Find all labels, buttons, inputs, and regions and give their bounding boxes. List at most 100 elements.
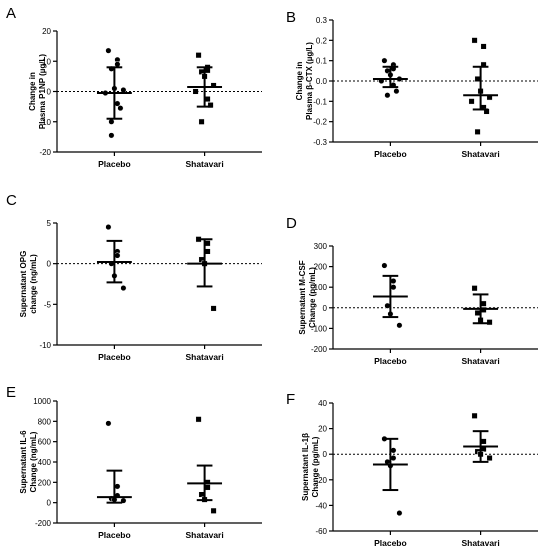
y-tick-label: -100 bbox=[311, 324, 328, 333]
y-tick-label: -0.3 bbox=[313, 138, 327, 147]
panel-letter: E bbox=[6, 384, 16, 401]
data-point-square bbox=[471, 285, 478, 292]
data-point-square bbox=[474, 75, 481, 83]
x-category-label: Placebo bbox=[98, 159, 131, 169]
data-point-circle bbox=[390, 447, 397, 454]
y-tick-label: 0 bbox=[47, 499, 52, 508]
data-point-circle bbox=[396, 322, 403, 329]
data-point-square bbox=[480, 300, 487, 307]
y-tick-label: 600 bbox=[38, 438, 52, 447]
data-point-circle bbox=[390, 454, 397, 462]
data-point-circle bbox=[117, 105, 124, 112]
data-point-square bbox=[474, 128, 481, 135]
panel-letter: B bbox=[286, 9, 296, 26]
x-category-label: Shatavari bbox=[185, 159, 223, 169]
y-axis-title-line: Change (pg/mL) bbox=[308, 267, 317, 328]
series-placebo bbox=[372, 435, 408, 517]
y-tick-label: -5 bbox=[44, 300, 52, 309]
series-shatavari bbox=[187, 236, 223, 312]
x-category-label: Placebo bbox=[98, 352, 131, 362]
data-point-square bbox=[210, 82, 217, 89]
data-point-circle bbox=[120, 86, 127, 94]
y-tick-label: -0.1 bbox=[313, 97, 327, 106]
x-category-label: Shatavari bbox=[185, 530, 223, 540]
y-tick-label: 5 bbox=[47, 219, 52, 228]
panel-letter: A bbox=[6, 5, 16, 22]
y-axis-title-line: Change in bbox=[295, 62, 304, 101]
y-tick-label: 0.0 bbox=[316, 77, 328, 86]
y-tick-label: -200 bbox=[35, 519, 52, 528]
data-point-square bbox=[195, 52, 202, 59]
y-axis-title: Supernatant IL-6 Change (ng/mL) bbox=[19, 430, 38, 494]
panel-letter: D bbox=[286, 215, 297, 232]
data-point-square bbox=[204, 240, 211, 247]
y-axis-title-line: Change (ng/mL) bbox=[29, 431, 38, 492]
data-point-circle bbox=[390, 277, 397, 285]
y-tick-label: 0 bbox=[323, 304, 328, 313]
panel-a: A -20 -10 0 10 20 Placebo Shatavari Change in Pla… bbox=[6, 5, 262, 169]
x-category-label: Placebo bbox=[374, 356, 407, 366]
y-tick-label: 0.2 bbox=[316, 36, 328, 45]
data-point-square bbox=[474, 309, 481, 316]
y-tick-label: -10 bbox=[39, 118, 51, 127]
y-tick-label: -40 bbox=[315, 501, 327, 510]
series-placebo bbox=[96, 420, 132, 504]
y-axis-title-line: Change (pg/mL) bbox=[311, 436, 320, 497]
panel-d: D -200 -100 0 100 200 300 Placebo Shatavari Super… bbox=[286, 215, 538, 366]
y-axis-title-line: Supernatant IL-6 bbox=[19, 430, 28, 494]
y-tick-label: 10 bbox=[42, 57, 51, 66]
x-category-label: Shatavari bbox=[461, 356, 499, 366]
data-point-circle bbox=[105, 224, 112, 231]
y-tick-label: 0.3 bbox=[316, 16, 328, 25]
y-tick-label: 0 bbox=[47, 88, 52, 97]
y-tick-label: 200 bbox=[38, 478, 52, 487]
data-point-square bbox=[204, 67, 211, 74]
y-axis-title: Supernatant M-CSF Change (pg/mL) bbox=[298, 260, 317, 334]
data-point-circle bbox=[105, 47, 112, 54]
y-axis-title-line: Change in bbox=[28, 72, 37, 111]
data-point-square bbox=[207, 102, 214, 109]
data-point-square bbox=[210, 305, 217, 312]
data-point-square bbox=[198, 491, 205, 498]
series-shatavari bbox=[463, 37, 499, 135]
data-point-square bbox=[468, 98, 475, 105]
y-tick-label: 1000 bbox=[33, 397, 51, 406]
y-tick-label: 0 bbox=[323, 450, 328, 459]
y-axis-title-line: change (ng/mL) bbox=[29, 254, 38, 314]
y-tick-label: 400 bbox=[38, 458, 52, 467]
data-point-circle bbox=[105, 420, 112, 427]
series-placebo bbox=[96, 224, 132, 292]
data-point-circle bbox=[384, 92, 391, 99]
y-tick-label: -200 bbox=[311, 345, 328, 354]
y-tick-label: 300 bbox=[314, 242, 328, 251]
series-shatavari bbox=[187, 416, 223, 514]
x-category-label: Shatavari bbox=[185, 352, 223, 362]
y-axis-title-line: Plasma β-CTX (µg/L) bbox=[305, 42, 314, 120]
data-point-square bbox=[195, 416, 202, 423]
series-shatavari bbox=[463, 412, 499, 463]
y-tick-label: -20 bbox=[39, 148, 51, 157]
data-point-circle bbox=[114, 483, 121, 490]
data-point-square bbox=[204, 484, 211, 491]
y-tick-label: 20 bbox=[42, 27, 51, 36]
data-point-circle bbox=[114, 252, 121, 259]
y-axis-title: Change in Plasma β-CTX (µg/L) bbox=[295, 42, 314, 120]
data-point-circle bbox=[396, 510, 403, 517]
y-tick-label: 100 bbox=[314, 283, 328, 292]
x-category-label: Placebo bbox=[374, 538, 407, 548]
panel-c: C -10 -5 0 5 Placebo Shatavari Supernatant OPG c… bbox=[6, 192, 262, 362]
y-tick-label: -10 bbox=[39, 341, 51, 350]
x-category-label: Placebo bbox=[374, 149, 407, 159]
panel-f: F -60 -40 -20 0 20 40 Placebo Shatavari Supernata… bbox=[286, 391, 538, 548]
y-axis-title-line: Supernatant OPG bbox=[19, 251, 28, 318]
panel-letter: C bbox=[6, 192, 17, 209]
panel-b: B -0.3 -0.2 -0.1 0.0 0.1 0.2 0.3 Placebo Shatavar… bbox=[286, 9, 538, 159]
data-point-square bbox=[486, 454, 493, 462]
data-point-square bbox=[204, 96, 211, 103]
data-point-circle bbox=[120, 285, 127, 292]
x-category-label: Shatavari bbox=[461, 538, 499, 548]
panel-e: E -200 0 200 400 600 800 1000 Placebo Shatavari Su… bbox=[6, 384, 262, 540]
y-tick-label: 0.1 bbox=[316, 57, 328, 66]
data-point-square bbox=[486, 319, 493, 326]
